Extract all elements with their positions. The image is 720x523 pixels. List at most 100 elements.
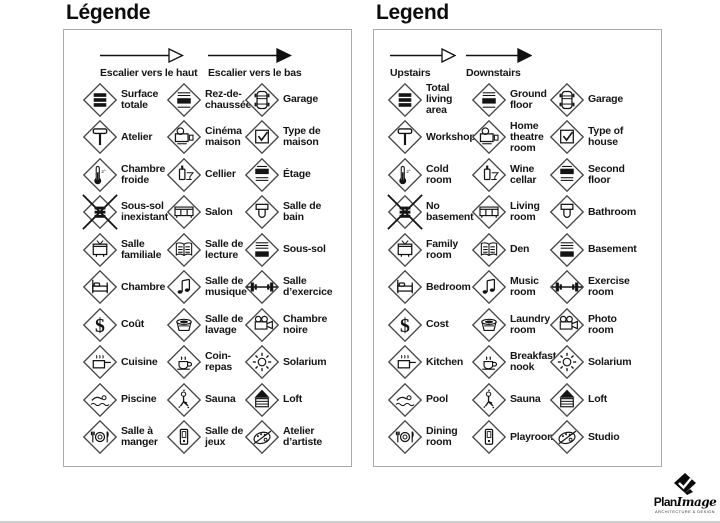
legend-item: Type of house xyxy=(549,119,661,157)
upstairs-label: Escalier vers le haut xyxy=(100,67,198,79)
legend-item: Sauna xyxy=(166,381,244,419)
legend-item: Sous-sol inexistant xyxy=(82,194,168,232)
music-note-icon xyxy=(166,269,202,305)
legend-item: Étage xyxy=(244,156,351,194)
thermometer-icon: 2° xyxy=(82,157,118,193)
hammer-icon xyxy=(387,119,423,155)
legend-item: Salle de lavage xyxy=(166,306,244,344)
legend-item: $ Coût xyxy=(82,306,166,344)
legend-item: Salle de bain xyxy=(244,194,351,232)
downstairs-label: Downstairs xyxy=(466,67,521,79)
legend-item: Salle familiale xyxy=(82,231,166,269)
stair-arrows-en: Upstairs Downstairs xyxy=(390,48,661,79)
english-legend-panel: Legend Upstairs Downstairs Total living … xyxy=(373,1,663,467)
down-stair-arrow-icon xyxy=(466,48,532,63)
garage-car-icon xyxy=(244,82,280,118)
svg-text:2°: 2° xyxy=(406,169,411,174)
legend-item: Bathroom xyxy=(549,194,661,232)
legend-item: Family room xyxy=(387,231,471,269)
legend-item: Wine cellar xyxy=(471,156,549,194)
planimage-logo: PlanImage ARCHITECTURE & DESIGN xyxy=(653,473,717,514)
garage-car-icon xyxy=(549,82,585,118)
legend-item: Studio xyxy=(549,419,661,457)
toy-block-icon xyxy=(471,419,507,455)
house-check-icon xyxy=(244,119,280,155)
legend-item: $ Cost xyxy=(387,306,471,344)
legend-title-en: Legend xyxy=(376,1,449,24)
dumbbell-icon xyxy=(549,269,585,305)
legend-item: Cinéma maison xyxy=(166,119,244,157)
legend-item: Atelier d’artiste xyxy=(244,419,351,457)
legend-box-fr: Escalier vers le haut Escalier vers le b… xyxy=(63,29,352,467)
projector-icon xyxy=(166,119,202,155)
planimage-wordmark: PlanImage xyxy=(653,495,717,509)
legend-item: Bedroom xyxy=(387,269,471,307)
cooking-pot-icon xyxy=(82,344,118,380)
legend-item: Exercise room xyxy=(549,269,661,307)
sun-icon xyxy=(549,344,585,380)
coffee-cup-icon xyxy=(166,344,202,380)
no-basement-icon xyxy=(82,194,118,230)
wine-bottle-icon xyxy=(471,157,507,193)
downstairs-arrow-fr: Escalier vers le bas xyxy=(208,48,313,79)
legend-item: Dining room xyxy=(387,419,471,457)
legend-item: 2° Cold room xyxy=(387,156,471,194)
hammer-icon xyxy=(82,119,118,155)
legend-item: Chambre noire xyxy=(244,306,351,344)
upstairs-arrow-en: Upstairs xyxy=(390,48,464,79)
legend-item: Home theatre room xyxy=(471,119,549,157)
legend-item: Workshop xyxy=(387,119,476,157)
up-stair-arrow-icon xyxy=(100,48,184,63)
legend-item: Solarium xyxy=(244,344,351,382)
legend-item: Garage xyxy=(244,81,351,119)
dumbbell-icon xyxy=(244,269,280,305)
legend-item: Music room xyxy=(471,269,549,307)
bottom-divider xyxy=(0,521,720,523)
loft-roof-icon xyxy=(549,382,585,418)
house-check-icon xyxy=(549,119,585,155)
wine-bottle-icon xyxy=(166,157,202,193)
thermometer-icon: 2° xyxy=(387,157,423,193)
legend-item: Breakfast nook xyxy=(471,344,556,382)
cooking-pot-icon xyxy=(387,344,423,380)
legend-grid-en: Total living area Ground floor Garage Wo… xyxy=(387,81,661,456)
sauna-person-icon xyxy=(471,382,507,418)
legend-grid-fr: Surface totale Rez-de- chaussée Garage A… xyxy=(82,81,351,456)
dining-plate-icon xyxy=(387,419,423,455)
legend-item: Salle d’exercice xyxy=(244,269,351,307)
upstairs-arrow-fr: Escalier vers le haut xyxy=(100,48,205,79)
legend-box-en: Upstairs Downstairs Total living area Gr… xyxy=(373,29,662,467)
camera-icon xyxy=(549,307,585,343)
sofa-icon xyxy=(471,194,507,230)
legend-item: Chambre xyxy=(82,269,166,307)
legend-item: Garage xyxy=(549,81,661,119)
legend-item: Playroom xyxy=(471,419,556,457)
washer-icon xyxy=(471,307,507,343)
legend-item: Loft xyxy=(244,381,351,419)
legend-item: Laundry room xyxy=(471,306,550,344)
downstairs-label: Escalier vers le bas xyxy=(208,67,302,79)
legend-item: Solarium xyxy=(549,344,661,382)
svg-text:$: $ xyxy=(95,315,105,337)
bed-icon xyxy=(82,269,118,305)
bed-icon xyxy=(387,269,423,305)
legend-item: Basement xyxy=(549,231,661,269)
legend-item: Type de maison xyxy=(244,119,351,157)
no-basement-icon xyxy=(387,194,423,230)
downstairs-arrow-en: Downstairs xyxy=(466,48,540,79)
second-floor-icon xyxy=(549,157,585,193)
toy-block-icon xyxy=(166,419,202,455)
open-book-icon xyxy=(471,232,507,268)
legend-item: Den xyxy=(471,231,549,269)
legend-item: Sauna xyxy=(471,381,549,419)
upstairs-label: Upstairs xyxy=(390,67,431,79)
legend-item: Salle de jeux xyxy=(166,419,244,457)
open-book-icon xyxy=(166,232,202,268)
swimmer-icon xyxy=(387,382,423,418)
legend-title-fr: Légende xyxy=(66,1,151,24)
svg-text:$: $ xyxy=(400,315,410,337)
palette-icon xyxy=(244,419,280,455)
toilet-icon xyxy=(244,194,280,230)
basement-bar-icon xyxy=(549,232,585,268)
legend-item: Salle à manger xyxy=(82,419,166,457)
